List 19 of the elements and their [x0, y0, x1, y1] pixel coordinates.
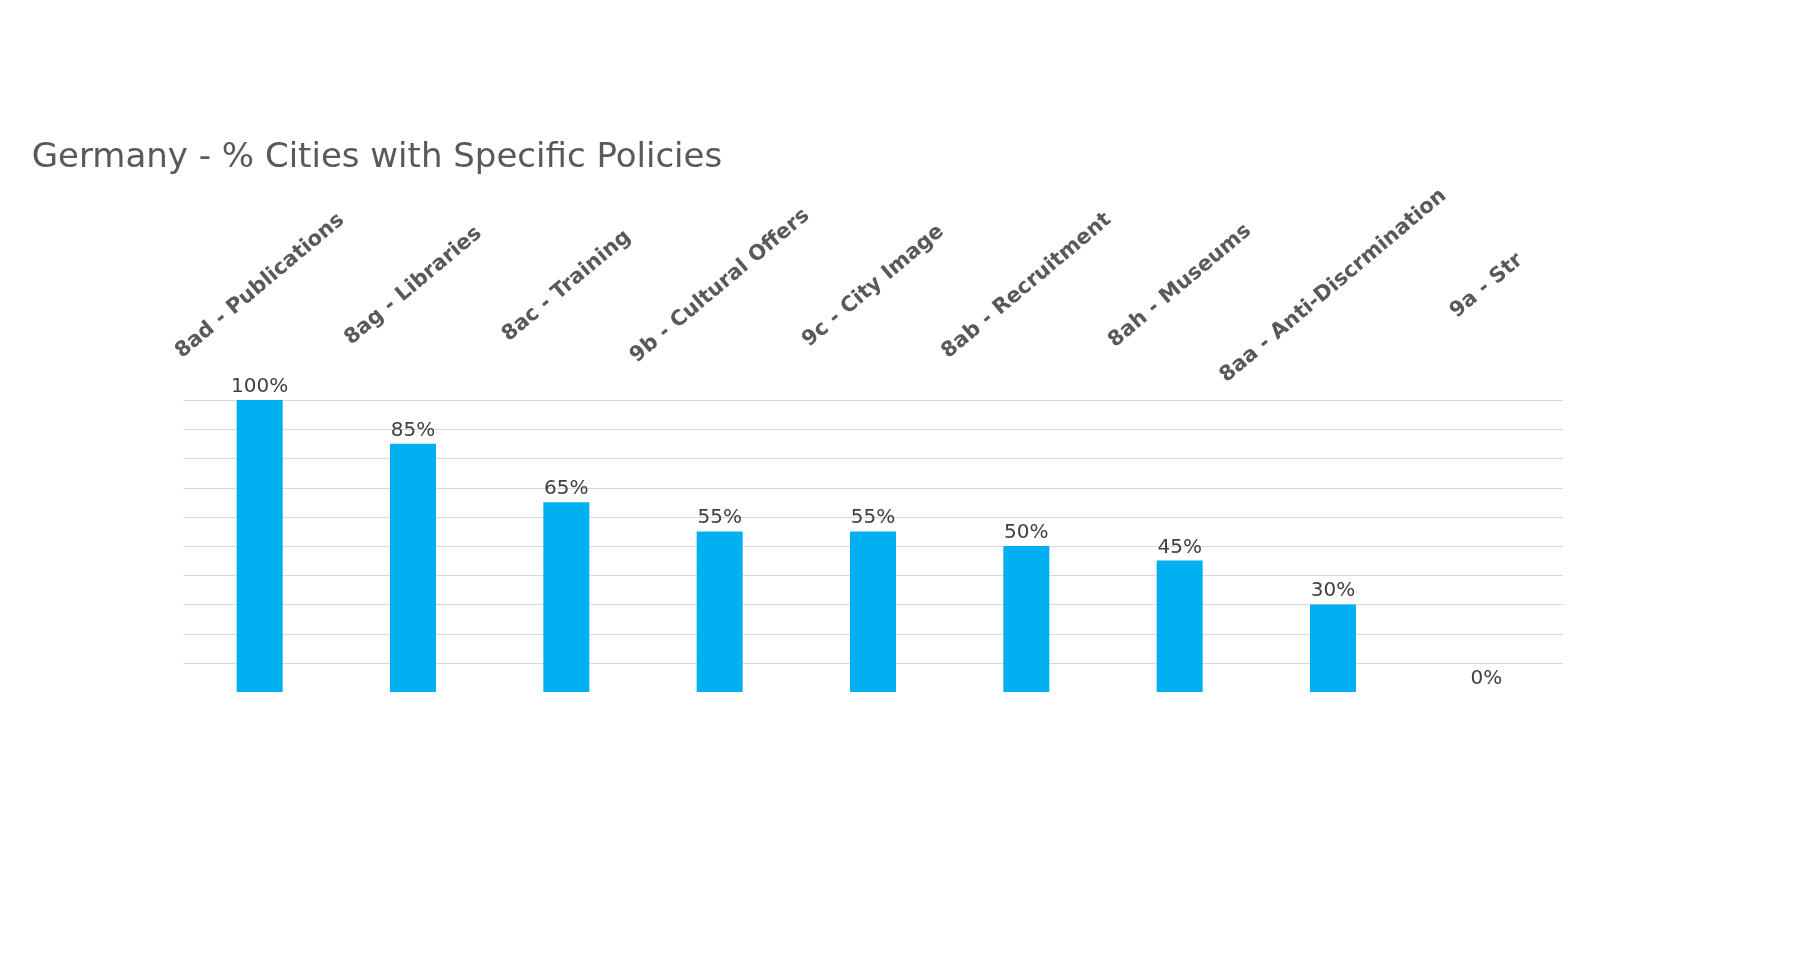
- bar: [543, 502, 590, 692]
- bar: [1003, 546, 1050, 692]
- data-label: 50%: [1004, 519, 1049, 543]
- chart-title: Germany - % Cities with Specific Policies: [31, 134, 723, 175]
- bar: [696, 531, 743, 692]
- x-tick-label: 9a - Str: [1444, 246, 1528, 323]
- data-label: 100%: [231, 373, 289, 397]
- data-label: 45%: [1157, 533, 1202, 558]
- bar: [1156, 560, 1203, 692]
- bar: [850, 531, 896, 692]
- data-label: 65%: [544, 475, 589, 500]
- bar: [236, 400, 283, 692]
- bar: [390, 443, 436, 692]
- data-label: 55%: [697, 504, 742, 529]
- bar: [1310, 604, 1356, 692]
- data-label: 55%: [850, 504, 896, 529]
- data-label: 0%: [1470, 665, 1503, 689]
- data-label: 85%: [390, 416, 436, 441]
- data-label: 30%: [1310, 577, 1356, 602]
